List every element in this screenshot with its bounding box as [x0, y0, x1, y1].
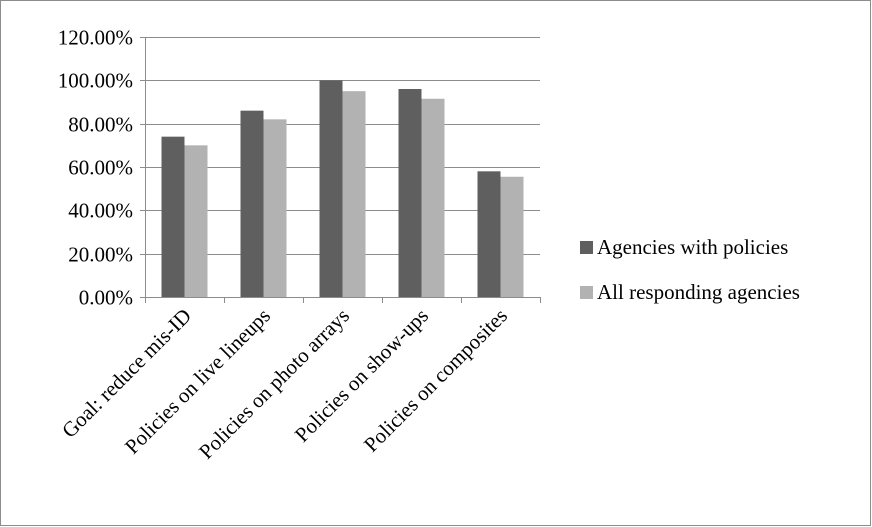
bar-all-responding-agencies: [263, 119, 287, 297]
y-tick-label: 20.00%: [68, 243, 133, 267]
legend-label-agencies-with-policies: Agencies with policies: [597, 235, 788, 259]
y-tick-label: 100.00%: [58, 69, 133, 93]
bar-all-responding-agencies: [421, 98, 445, 297]
y-tick-labels: 0.00% 20.00% 40.00% 60.00% 80.00% 100.00% 120.…: [58, 26, 133, 310]
x-category-label: Policies on show-ups: [290, 304, 433, 447]
bar-agencies-with-policies: [477, 171, 501, 297]
y-tick-label: 80.00%: [68, 113, 133, 137]
legend-swatch-all-responding-agencies: [580, 286, 593, 299]
x-category-label: Policies on live lineups: [120, 304, 275, 459]
x-category-label: Goal: reduce mis-ID: [57, 304, 196, 443]
axes: [140, 37, 541, 303]
bar-agencies-with-policies: [240, 110, 264, 298]
y-tick-label: 40.00%: [68, 199, 133, 223]
y-tick-label: 60.00%: [68, 156, 133, 180]
legend-label-all-responding-agencies: All responding agencies: [597, 280, 800, 304]
bar-agencies-with-policies: [398, 89, 422, 297]
bar-agencies-with-policies: [319, 80, 343, 297]
bars: [161, 80, 524, 298]
y-tick-label: 0.00%: [79, 286, 133, 310]
bar-agencies-with-policies: [161, 136, 185, 297]
bar-all-responding-agencies: [184, 145, 208, 297]
legend: Agencies with policies All responding ag…: [580, 235, 800, 304]
x-category-label: Policies on composites: [359, 304, 512, 457]
x-category-label: Policies on photo arrays: [194, 304, 354, 464]
bar-all-responding-agencies: [342, 91, 366, 298]
y-tick-label: 120.00%: [58, 26, 133, 50]
legend-swatch-agencies-with-policies: [580, 241, 593, 254]
bar-all-responding-agencies: [500, 176, 524, 297]
